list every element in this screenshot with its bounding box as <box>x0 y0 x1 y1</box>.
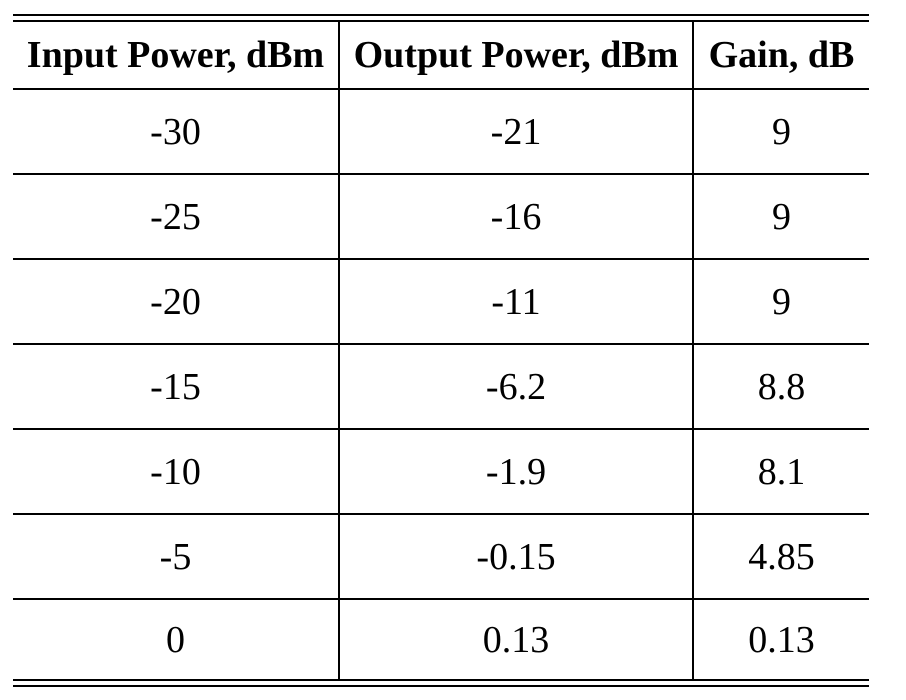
table-cell: -15 <box>13 344 339 430</box>
table-row: -5 -0.15 4.85 <box>13 514 869 600</box>
header-row: Input Power, dBm Output Power, dBm Gain,… <box>13 22 869 90</box>
table-row: -30 -21 9 <box>13 89 869 175</box>
table-cell: 4.85 <box>693 514 869 600</box>
column-header-gain: Gain, dB <box>693 22 869 90</box>
table-cell: -21 <box>338 89 694 175</box>
top-double-rule <box>13 14 869 22</box>
table-cell: 9 <box>693 259 869 345</box>
table-cell: -11 <box>338 259 694 345</box>
table-cell: 9 <box>693 89 869 175</box>
table-row: -25 -16 9 <box>13 174 869 260</box>
table-cell: 0 <box>166 618 185 661</box>
table-cell: -30 <box>13 89 339 175</box>
column-header-input-power: Input Power, dBm <box>13 22 339 90</box>
data-table: Input Power, dBm Output Power, dBm Gain,… <box>13 14 869 687</box>
table-row: -15 -6.2 8.8 <box>13 344 869 430</box>
table-cell: -0.15 <box>338 514 694 600</box>
table-cell: -1.9 <box>338 429 694 515</box>
table-cell: -25 <box>13 174 339 260</box>
table-cell: -16 <box>338 174 694 260</box>
table-cell: 8.1 <box>693 429 869 515</box>
bottom-double-rule <box>13 679 869 687</box>
column-header-output-power: Output Power, dBm <box>338 22 694 90</box>
power-gain-table: Input Power, dBm Output Power, dBm Gain,… <box>13 22 869 679</box>
table-cell: -6.2 <box>338 344 694 430</box>
table-cell: 0.13 <box>748 618 815 661</box>
table-cell: 9 <box>693 174 869 260</box>
table-cell: -10 <box>13 429 339 515</box>
table-row: -20 -11 9 <box>13 259 869 345</box>
table-row: 0 0.13 0.13 <box>13 599 869 679</box>
table-cell: -20 <box>13 259 339 345</box>
table-cell: -5 <box>13 514 339 600</box>
table-row: -10 -1.9 8.1 <box>13 429 869 515</box>
table-cell: 8.8 <box>693 344 869 430</box>
table-cell: 0.13 <box>338 599 694 679</box>
